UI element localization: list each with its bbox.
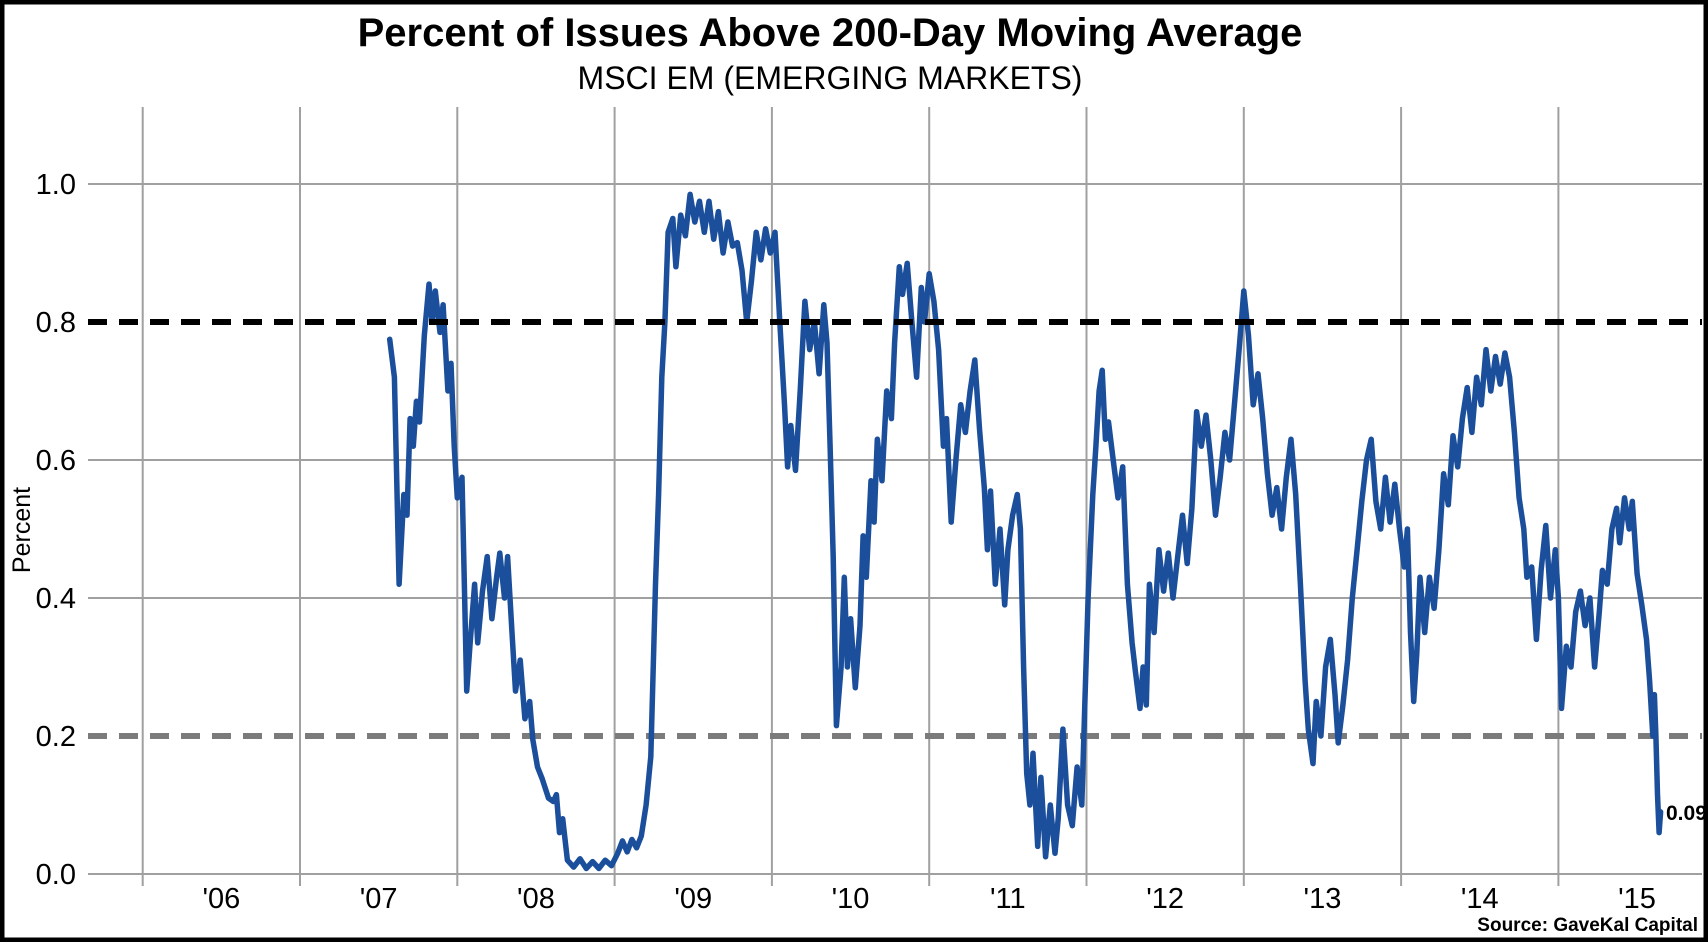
chart-subtitle: MSCI EM (EMERGING MARKETS): [578, 60, 1083, 96]
x-tick-label: '11: [990, 883, 1026, 915]
x-tick-label: '09: [674, 883, 712, 915]
y-axis-label: Percent: [8, 487, 36, 573]
x-tick-label: '06: [202, 883, 240, 915]
x-tick-label: '15: [1618, 883, 1656, 915]
last-value-annotation: 0.09: [1666, 802, 1707, 825]
y-tick-label: 0.4: [36, 583, 76, 615]
x-tick-label: '07: [360, 883, 398, 915]
y-tick-label: 1.0: [36, 169, 76, 201]
y-tick-label: 0.8: [36, 307, 76, 339]
y-tick-label: 0.2: [36, 721, 76, 753]
source-credit: Source: GaveKal Capital: [1477, 915, 1698, 936]
x-tick-label: '13: [1304, 883, 1342, 915]
x-tick-label: '12: [1146, 883, 1184, 915]
data-series-layer: [386, 191, 1664, 872]
x-tick-label: '10: [832, 883, 870, 915]
x-tick-label: '14: [1461, 883, 1499, 915]
x-tick-label: '08: [517, 883, 555, 915]
percent-above-200dma-line: [386, 191, 1664, 872]
y-tick-label: 0.6: [36, 445, 76, 477]
tick-labels-layer: '06 '07 '08 '09 '10 '11 '12 '13 '14 '15 1.0 0.8 0.6 0…: [36, 169, 1656, 915]
y-tick-label: 0.0: [36, 859, 76, 891]
chart-title: Percent of Issues Above 200-Day Moving A…: [358, 11, 1303, 55]
